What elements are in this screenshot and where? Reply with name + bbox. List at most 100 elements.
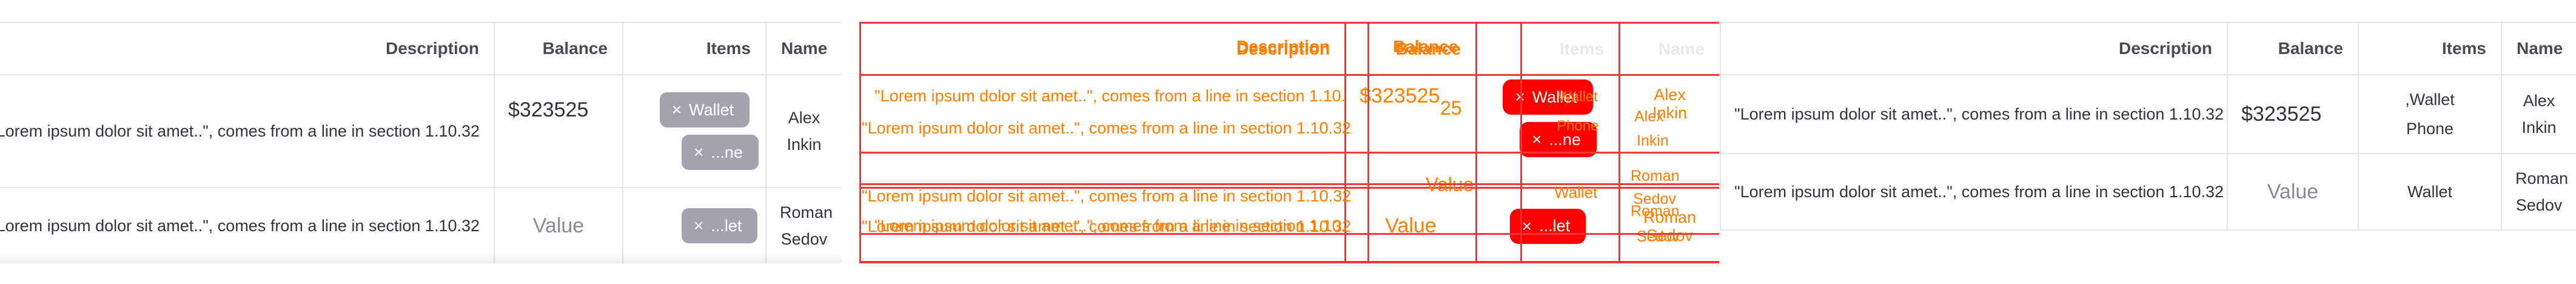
overlay-outline bbox=[859, 183, 1719, 185]
item-chip[interactable]: × Wallet bbox=[659, 92, 750, 127]
balance-value: $323525 bbox=[1360, 84, 1440, 107]
name-first: Roman bbox=[2515, 169, 2569, 188]
cell-balance[interactable]: $323525 bbox=[1344, 74, 1477, 189]
table-panel-overlay: Description Balance Items Name "Lorem ip… bbox=[859, 22, 1719, 263]
header-description[interactable]: Description bbox=[859, 22, 1346, 76]
header-items[interactable]: Items bbox=[1475, 22, 1620, 76]
table-header-row: Description Balance Items Name bbox=[859, 22, 1719, 76]
ghost-item-text: Wallet bbox=[1554, 183, 1598, 201]
ghost-name: Roman bbox=[1631, 203, 1680, 220]
overlay-outline bbox=[859, 152, 1719, 154]
ghost-name: Sedov bbox=[1637, 228, 1680, 245]
cell-name: Alex Inkin bbox=[2501, 74, 2576, 154]
header-balance[interactable]: Balance bbox=[494, 22, 623, 75]
name-first: Roman bbox=[780, 203, 833, 221]
header-balance[interactable]: Balance bbox=[1344, 22, 1477, 76]
table-header-row: Description Balance Items Name bbox=[1720, 22, 2576, 75]
panel-shadow bbox=[0, 252, 842, 263]
cell-balance-placeholder[interactable]: Value bbox=[2227, 153, 2359, 231]
ghost-header-balance: Balance bbox=[1393, 37, 1458, 56]
name-last: Sedov bbox=[2515, 196, 2563, 214]
table-row: "Lorem ipsum dolor sit amet..", comes fr… bbox=[0, 74, 842, 188]
cell-description: "Lorem ipsum dolor sit amet..", comes fr… bbox=[859, 187, 1346, 263]
header-name[interactable]: Name bbox=[765, 22, 842, 75]
ghost-name: Roman bbox=[1631, 167, 1680, 184]
item-chip-label: Wallet bbox=[1532, 87, 1577, 106]
cell-description: "Lorem ipsum dolor sit amet..", comes fr… bbox=[0, 74, 495, 188]
header-name[interactable]: Name bbox=[1618, 22, 1719, 76]
table-panel-plain: Description Balance Items Name "Lorem ip… bbox=[1720, 22, 2576, 263]
cell-items[interactable]: × ...let bbox=[1475, 187, 1620, 263]
cell-description: "Lorem ipsum dolor sit amet..", comes fr… bbox=[859, 74, 1346, 189]
cell-description: "Lorem ipsum dolor sit amet..", comes fr… bbox=[1720, 74, 2228, 154]
item-chip-label: ...ne bbox=[711, 143, 743, 161]
ghost-balance-partial: 25 bbox=[1440, 97, 1462, 119]
table-row: "Lorem ipsum dolor sit amet..", comes fr… bbox=[1720, 153, 2576, 231]
name-last: Sedov bbox=[1646, 226, 1693, 245]
cell-balance[interactable]: $323525 bbox=[2227, 74, 2359, 154]
item-chip[interactable]: × Wallet bbox=[1503, 79, 1593, 115]
cell-description: "Lorem ipsum dolor sit amet..", comes fr… bbox=[0, 187, 495, 263]
data-table-plain: Description Balance Items Name "Lorem ip… bbox=[1720, 22, 2576, 231]
header-items[interactable]: Items bbox=[2358, 22, 2502, 75]
header-items[interactable]: Items bbox=[622, 22, 766, 75]
name-first: Alex bbox=[788, 109, 820, 127]
cell-name: Roman Sedov bbox=[2501, 153, 2576, 231]
item-text: Wallet bbox=[2407, 183, 2452, 201]
cell-name: Roman Sedov bbox=[1618, 187, 1719, 263]
table-row: "Lorem ipsum dolor sit amet..", comes fr… bbox=[859, 74, 1719, 189]
table-row: "Lorem ipsum dolor sit amet..", comes fr… bbox=[1720, 74, 2576, 154]
cell-items[interactable]: × ...let bbox=[622, 187, 766, 263]
remove-icon[interactable]: × bbox=[694, 143, 704, 161]
cell-items[interactable]: ,Wallet Phone bbox=[2358, 74, 2502, 154]
remove-icon[interactable]: × bbox=[671, 100, 682, 119]
cell-items[interactable]: × Wallet × ...ne bbox=[1475, 74, 1620, 189]
ghost-description: "Lorem ipsum dolor sit amet..", comes fr… bbox=[862, 187, 1352, 205]
cell-items[interactable]: Wallet bbox=[2358, 153, 2502, 231]
item-chip[interactable]: × ...let bbox=[1509, 208, 1586, 244]
table-row: "Lorem ipsum dolor sit amet..", comes fr… bbox=[0, 187, 842, 263]
overlay-outline bbox=[859, 261, 1719, 263]
cell-balance-placeholder[interactable]: Value bbox=[494, 187, 623, 263]
table-panel-rendered: Description Balance Items Name "Lorem ip… bbox=[0, 22, 842, 263]
item-chip-label: ...let bbox=[711, 216, 742, 235]
cell-balance[interactable]: $323525 bbox=[494, 74, 623, 188]
name-last: Inkin bbox=[2521, 118, 2557, 137]
item-chip-label: Wallet bbox=[689, 100, 734, 119]
overlay-outline bbox=[1367, 22, 1369, 263]
item-chip[interactable]: × ...ne bbox=[682, 135, 759, 170]
ghost-name: Sedov bbox=[1633, 191, 1676, 208]
item-chip[interactable]: × ...ne bbox=[1520, 122, 1597, 157]
header-name[interactable]: Name bbox=[2501, 22, 2576, 75]
remove-icon[interactable]: × bbox=[694, 216, 704, 235]
overlay-outline bbox=[859, 233, 1719, 235]
ghost-name: Alex bbox=[1634, 108, 1664, 125]
cell-items[interactable]: × Wallet × ...ne bbox=[622, 74, 766, 188]
name-first: Alex bbox=[1654, 86, 1686, 104]
cell-name: Alex Inkin bbox=[1618, 74, 1719, 189]
name-last: Sedov bbox=[780, 230, 828, 248]
item-chip-label: ...let bbox=[1539, 217, 1571, 235]
item-text: ,Wallet bbox=[2405, 90, 2455, 109]
item-chip-label: ...ne bbox=[1549, 130, 1581, 149]
ghost-name: Inkin bbox=[1637, 132, 1669, 149]
header-description[interactable]: Description bbox=[1720, 22, 2228, 75]
ghost-item-text: Phone bbox=[1557, 118, 1599, 134]
item-text: Phone bbox=[2406, 120, 2454, 138]
name-first: Alex bbox=[2523, 92, 2555, 110]
name-first: Roman bbox=[1643, 208, 1697, 226]
name-last: Inkin bbox=[1652, 104, 1688, 122]
header-description[interactable]: Description bbox=[0, 22, 495, 75]
remove-icon[interactable]: × bbox=[1515, 87, 1524, 107]
ghost-description: "Lorem ipsum dolor sit amet..", comes fr… bbox=[862, 217, 1352, 235]
item-chip[interactable]: × ...let bbox=[682, 208, 758, 243]
remove-icon[interactable]: × bbox=[1532, 130, 1542, 149]
table-header-row: Description Balance Items Name bbox=[0, 22, 842, 75]
header-balance[interactable]: Balance bbox=[2227, 22, 2359, 75]
remove-icon[interactable]: × bbox=[1521, 216, 1532, 235]
data-table: Description Balance Items Name "Lorem ip… bbox=[0, 22, 842, 263]
cell-balance-placeholder[interactable]: Value bbox=[1344, 187, 1477, 263]
ghost-description: "Lorem ipsum dolor sit amet..", comes fr… bbox=[862, 119, 1352, 137]
ghost-header-description: Description bbox=[1236, 37, 1330, 56]
